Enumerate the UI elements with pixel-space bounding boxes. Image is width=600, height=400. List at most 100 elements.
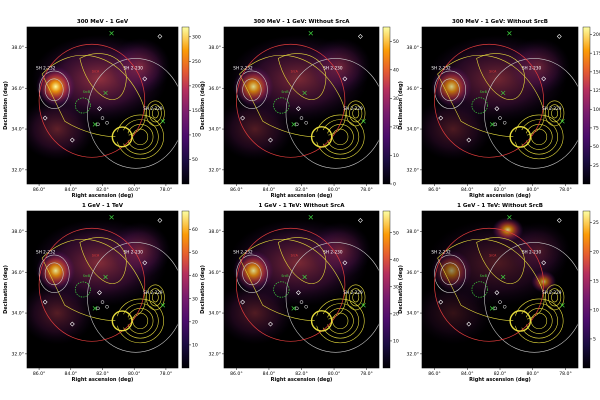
diamond-marker [541,76,547,82]
diamond-marker [240,299,246,305]
contour-line [44,262,64,286]
region-label-2: SH 2-230 [124,65,144,70]
region-label-1: SH 2-232 [431,65,451,70]
contours-grey [236,242,379,353]
masked-source-ring [310,310,333,332]
diamond-marker [357,33,363,39]
circle-marker [295,306,299,311]
contours-grey [38,58,178,169]
cross-marker [489,122,495,127]
region-label-5: SrcB [83,90,90,94]
colorbar-tick-label: 100 [593,107,600,113]
cross-marker [308,31,314,36]
colorbar-tick-label: 15 [593,278,599,284]
y-tick-label: 36.0° [11,270,24,276]
region-label-4: SrcA [291,254,299,258]
x-tick-label: 86.0° [33,371,46,377]
circle-marker [105,121,109,125]
y-tick-label: 34.0° [208,311,221,317]
y-axis-label: Declination (deg) [398,81,404,130]
region-label-1: SH 2-232 [36,249,56,254]
diamond-marker [157,33,163,39]
y-tick-label: 34.0° [406,127,419,133]
region-label-4: SrcA [92,70,100,74]
y-tick-label: 34.0° [11,127,24,133]
diamond-marker [157,217,163,223]
diamond-marker [97,106,102,112]
contour-line [149,104,162,123]
contour-line [152,292,159,303]
cross-marker [507,215,512,220]
region-label-4: SrcA [489,70,497,74]
bright-source [233,250,274,292]
diamond-marker [494,106,500,112]
x-tick-label: 78.0° [559,187,572,193]
contour-line [349,288,363,307]
region-label-2: SH 2-230 [124,249,144,254]
x-tick-label: 78.0° [160,371,173,377]
colorbar-tick-label: 10 [393,153,399,159]
region-label-1: SH 2-232 [431,249,451,254]
cross-marker [109,31,114,36]
cross-marker [160,118,166,124]
cross-marker [103,274,108,280]
diffuse-emission [110,221,171,279]
source-region-circle [434,227,545,342]
region-label-4: SrcA [291,70,299,74]
y-axis-label: Declination (deg) [398,265,404,314]
source-region-circle [236,43,346,158]
y-axis-label: Declination (deg) [3,81,9,130]
diamond-marker [142,260,148,266]
bright-source [431,66,472,108]
contour-line [346,100,366,127]
colorbar-tick-label: 75 [593,126,599,132]
contour-line [41,238,146,321]
diffuse-emission [507,37,571,95]
cross-marker [302,90,307,96]
colorbar-tick-label: 0 [393,182,396,188]
cross-marker [308,215,314,220]
region-label-4: SrcA [489,254,497,258]
colorbar-tick-label: 100 [192,133,201,139]
masked-source [115,314,129,328]
contour-line [145,284,165,311]
x-axis-label: Right ascension (deg) [72,193,134,199]
contour-line [239,54,346,137]
diamond-marker [268,321,273,327]
region-label-3: SH 2-229 [542,106,562,111]
region-label-3: SH 2-229 [143,290,163,295]
y-tick-label: 34.0° [406,311,419,317]
diamond-marker [69,137,75,143]
y-tick-label: 32.0° [208,351,221,357]
diamond-marker [268,137,273,143]
region-label-5: SrcB [83,274,90,278]
masked-source-ring [310,126,333,148]
region-label-5: SrcB [281,90,288,94]
colorbar-tick-label: 50 [393,230,399,236]
masked-source [314,129,329,144]
diamond-marker [556,33,562,39]
circle-marker [502,305,507,309]
x-tick-label: 86.0° [428,371,441,377]
region-label-2: SH 2-230 [323,249,343,254]
cross-marker [560,118,565,124]
circle-marker [493,122,498,127]
srcb-region [273,97,290,114]
x-tick-label: 80.0° [128,371,141,377]
region-label-1: SH 2-232 [233,249,253,254]
contour-line [87,58,178,169]
y-tick-label: 32.0° [406,167,419,173]
diamond-marker [142,76,148,82]
region-label-4: SrcA [92,254,100,258]
masked-source-ring [509,126,532,148]
source-region-circle [38,227,146,342]
colorbar [382,210,391,369]
colorbar-tick-label: 25 [593,163,599,169]
colorbar-tick-label: 20 [192,319,198,325]
contour-line [79,53,127,100]
colorbar-tick-label: 50 [393,39,399,45]
